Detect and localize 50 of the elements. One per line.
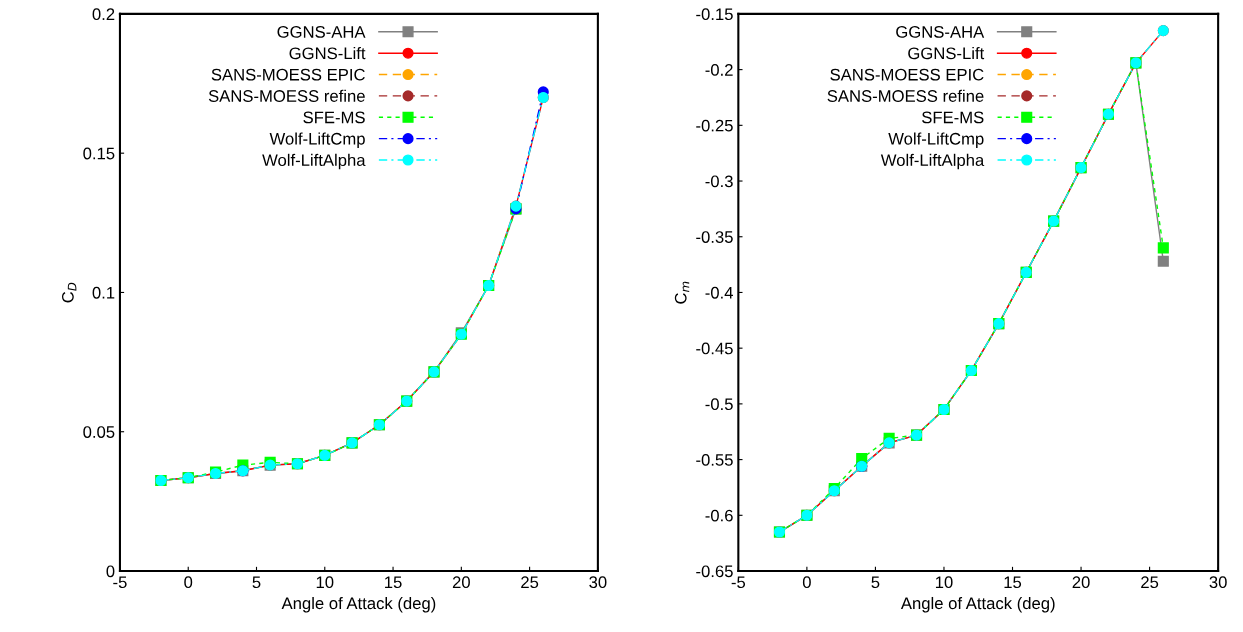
x-tick-label: 30 <box>589 576 607 589</box>
legend-label: SANS-MOESS EPIC <box>830 68 984 81</box>
legend-label: GGNS-AHA <box>896 26 985 38</box>
x-tick-label: 20 <box>452 576 470 589</box>
x-tick-label: 25 <box>1141 576 1159 589</box>
y-axis-title: C$_{m}$ <box>674 281 690 304</box>
legend-label: SFE-MS <box>922 111 984 124</box>
x-tick-label: 10 <box>316 576 334 589</box>
x-tick-label: 10 <box>935 576 953 589</box>
x-tick-label: 0 <box>184 576 193 589</box>
y-tick-label: 0 <box>106 565 115 578</box>
x-tick-label: -5 <box>731 576 746 589</box>
x-tick-label: 15 <box>1004 576 1022 589</box>
x-tick-label: 5 <box>871 576 880 589</box>
y-tick-label: -0.2 <box>705 64 733 76</box>
y-tick-label: -0.45 <box>696 342 733 355</box>
legend-label: Wolf-LiftCmp <box>888 132 984 148</box>
y-tick-label: 0.05 <box>83 426 115 438</box>
y-tick-label: -0.15 <box>696 8 733 21</box>
legend-label: SFE-MS <box>303 111 365 124</box>
y-tick-label: -0.35 <box>696 231 733 243</box>
legend-label: Wolf-LiftCmp <box>269 132 365 148</box>
y-axis-title: C$_{D}$ <box>61 282 77 303</box>
y-tick-label: -0.65 <box>696 565 733 578</box>
legend-label: GGNS-Lift <box>908 46 985 60</box>
legend-label: SANS-MOESS EPIC <box>211 68 365 81</box>
x-tick-label: 25 <box>521 576 539 589</box>
y-tick-label: -0.4 <box>705 286 733 299</box>
y-tick-label: 0.2 <box>92 8 115 21</box>
legend-label: SANS-MOESS refine <box>827 89 984 102</box>
y-tick-label: -0.3 <box>705 175 733 188</box>
x-tick-label: 15 <box>385 576 402 589</box>
legend-label: Wolf-LiftAlpha <box>262 153 366 170</box>
y-tick-label: 0.15 <box>83 147 115 160</box>
x-tick-label: 20 <box>1072 576 1090 589</box>
x-tick-label: 5 <box>252 576 261 589</box>
x-tick-label: 0 <box>802 576 811 589</box>
y-tick-label: 0.1 <box>92 286 115 299</box>
y-tick-label: -0.5 <box>705 398 733 411</box>
y-tick-label: -0.55 <box>696 453 733 466</box>
legend-label: GGNS-AHA <box>277 26 366 38</box>
x-tick-label: 30 <box>1209 576 1227 589</box>
legend-label: Wolf-LiftAlpha <box>880 153 985 170</box>
legend-label: SANS-MOESS refine <box>208 89 365 102</box>
y-tick-label: -0.25 <box>696 119 733 132</box>
x-tick-label: -5 <box>113 576 127 589</box>
x-axis-title: Angle of Attack (deg) <box>281 596 436 613</box>
legend-label: GGNS-Lift <box>289 46 366 60</box>
x-axis-title: Angle of Attack (deg) <box>900 596 1055 613</box>
y-tick-label: -0.6 <box>705 509 733 522</box>
